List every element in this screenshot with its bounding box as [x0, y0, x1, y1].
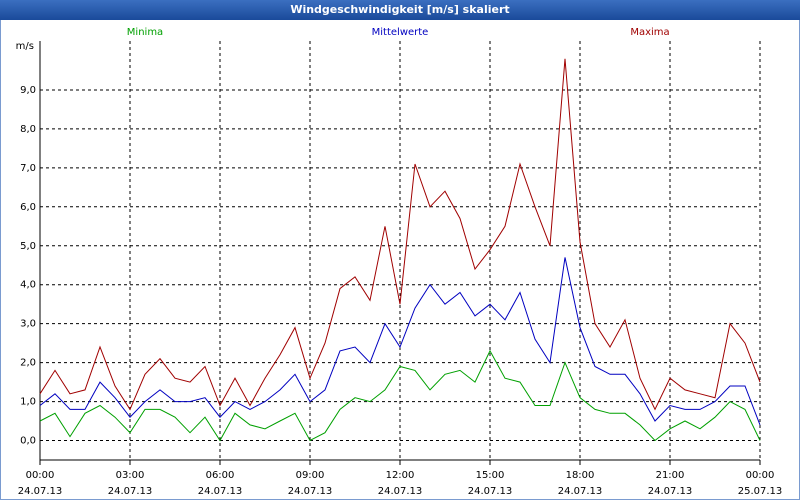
x-tick-date: 24.07.13	[558, 486, 603, 497]
x-tick-label: 15:00	[476, 470, 505, 481]
legend-entry: Maxima	[630, 27, 669, 38]
x-tick-date: 24.07.13	[288, 486, 333, 497]
data-line	[39, 349, 761, 442]
x-tick-date: 24.07.13	[648, 486, 693, 497]
y-tick-label: 8,0	[20, 124, 36, 135]
y-tick-label: 0,0	[20, 436, 36, 447]
y-tick-label: 3,0	[20, 319, 36, 330]
y-tick-label: 9,0	[20, 85, 36, 96]
legend-entry: Minima	[127, 27, 163, 38]
x-tick-label: 18:00	[566, 470, 595, 481]
x-tick-label: 03:00	[116, 470, 145, 481]
x-tick-label: 06:00	[206, 470, 235, 481]
x-tick-label: 12:00	[386, 470, 415, 481]
y-tick-label: 5,0	[20, 241, 36, 252]
x-tick-date: 24.07.13	[18, 486, 63, 497]
data-line	[39, 58, 761, 411]
y-axis-label: m/s	[16, 41, 34, 52]
x-tick-date: 24.07.13	[468, 486, 513, 497]
x-tick-date: 25.07.13	[738, 486, 783, 497]
chart-title: Windgeschwindigkeit [m/s] skaliert	[290, 3, 509, 16]
x-tick-label: 00:00	[746, 470, 775, 481]
x-tick-date: 24.07.13	[378, 486, 423, 497]
y-tick-label: 2,0	[20, 358, 36, 369]
legend-entry: Mittelwerte	[372, 27, 429, 38]
y-tick-label: 6,0	[20, 202, 36, 213]
y-tick-label: 1,0	[20, 397, 36, 408]
x-tick-date: 24.07.13	[108, 486, 153, 497]
x-tick-label: 21:00	[656, 470, 685, 481]
title-bar	[0, 0, 800, 20]
data-line	[39, 257, 761, 426]
y-tick-label: 4,0	[20, 280, 36, 291]
x-tick-label: 09:00	[296, 470, 325, 481]
y-tick-label: 7,0	[20, 163, 36, 174]
x-tick-label: 00:00	[26, 470, 55, 481]
x-tick-date: 24.07.13	[198, 486, 243, 497]
